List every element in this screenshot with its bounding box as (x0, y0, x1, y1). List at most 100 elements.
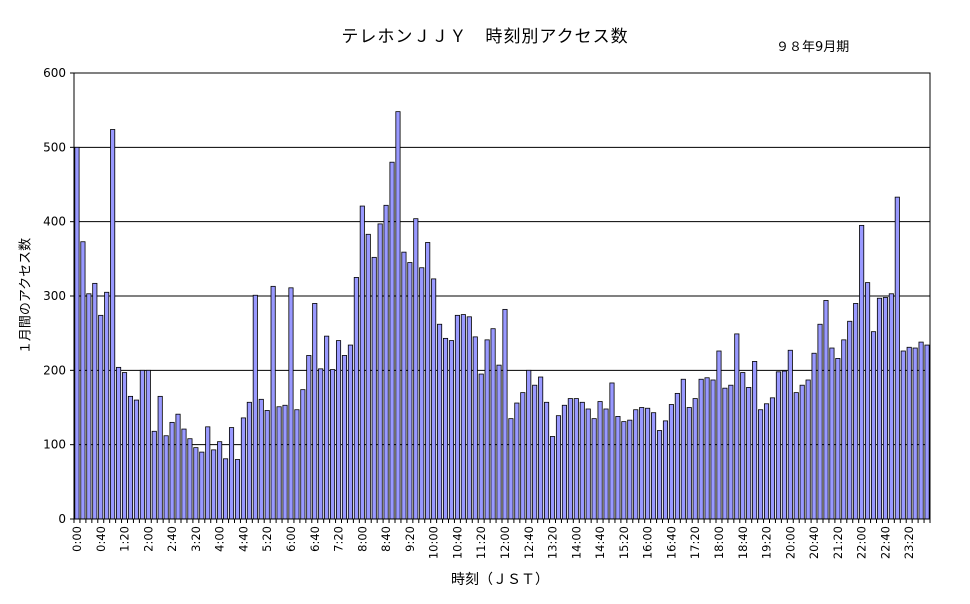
bar (181, 428, 187, 520)
bar (865, 282, 871, 520)
bar (573, 398, 579, 520)
x-tick-label: 19:20 (760, 526, 774, 559)
x-tick-label: 23:20 (902, 526, 916, 559)
bar (437, 323, 443, 520)
x-tick-label: 10:00 (427, 526, 441, 559)
bar (698, 378, 704, 520)
bar (561, 404, 567, 520)
bar (829, 347, 835, 520)
x-tick-labels: 0:00 0:40 1:20 2:00 2:40 3:20 4:00 4:40 5:20 6:00… (70, 526, 916, 559)
bar (841, 339, 847, 520)
x-tick-label: 9:20 (403, 526, 417, 552)
bar (425, 242, 431, 520)
bar (193, 447, 199, 520)
x-tick-label: 15:20 (617, 526, 631, 559)
bars (74, 111, 930, 520)
bar (538, 376, 544, 520)
bar (526, 369, 532, 520)
bar (157, 395, 163, 520)
bar (98, 314, 104, 520)
bar (217, 441, 223, 520)
bar (555, 415, 562, 520)
bar (324, 335, 330, 520)
bar (549, 436, 556, 520)
bar (924, 344, 930, 520)
bar (758, 409, 764, 520)
x-tick-label: 4:40 (236, 526, 250, 552)
x-tick-label: 18:00 (712, 526, 726, 559)
bar (740, 372, 746, 520)
bar (811, 352, 817, 520)
bar (163, 435, 169, 520)
y-tick-label: 600 (43, 66, 66, 80)
bar (591, 418, 597, 520)
bar (502, 308, 508, 520)
y-tick-label: 300 (43, 289, 66, 303)
x-tick-label: 2:00 (141, 526, 155, 552)
bar (199, 451, 205, 520)
y-tick-label: 0 (58, 512, 66, 526)
bar (341, 355, 348, 520)
x-tick-label: 22:40 (878, 526, 892, 559)
bar (579, 401, 585, 520)
y-axis-label: １月間のアクセス数 (18, 237, 34, 355)
bar (133, 399, 139, 520)
x-tick-label: 10:40 (450, 526, 464, 559)
bar (330, 369, 336, 520)
bar (728, 384, 734, 520)
bar (306, 355, 312, 520)
bar (347, 344, 353, 520)
bar (145, 369, 151, 520)
bar (805, 379, 811, 520)
bar (651, 412, 657, 520)
x-tick-label: 6:40 (308, 526, 322, 552)
bar (121, 372, 128, 520)
bar (734, 333, 740, 520)
x-tick-label: 12:40 (522, 526, 536, 559)
bar (633, 409, 639, 520)
x-tick-label: 13:20 (546, 526, 560, 559)
bar (793, 392, 799, 520)
bar (859, 224, 865, 520)
bar (127, 395, 134, 520)
bar (532, 384, 538, 520)
bar (472, 336, 478, 520)
x-tick-label: 7:20 (332, 526, 346, 552)
bar (270, 285, 276, 520)
bar (359, 205, 365, 520)
bar (799, 384, 805, 520)
bar (466, 316, 472, 520)
bar (597, 401, 603, 520)
bar (585, 408, 591, 520)
bar (234, 459, 241, 520)
y-tick-label: 200 (43, 363, 66, 377)
bar (407, 262, 413, 520)
bar (318, 368, 324, 520)
bar (151, 430, 157, 520)
bar (377, 223, 383, 520)
x-tick-label: 20:00 (783, 526, 797, 559)
bar (371, 256, 377, 520)
bar (139, 369, 145, 520)
bar (442, 337, 449, 520)
bar (413, 218, 419, 520)
y-tick-labels: 0 100 200 300 400 500 600 (43, 66, 66, 526)
bar (912, 347, 918, 520)
x-tick-label: 4:00 (213, 526, 227, 552)
x-axis-label: 時刻（ＪＳＴ） (451, 572, 549, 588)
bar (514, 402, 520, 520)
x-tick-label: 20:40 (807, 526, 821, 559)
bar (853, 303, 859, 520)
bar (86, 293, 92, 520)
bar (627, 419, 633, 520)
bar (567, 398, 573, 520)
bar (454, 314, 460, 520)
bar (870, 331, 877, 520)
bar (686, 407, 692, 520)
bar (460, 314, 466, 520)
x-tick-label: 5:20 (260, 526, 274, 552)
bar (389, 161, 395, 520)
x-tick-label: 16:40 (664, 526, 678, 559)
x-tick-label: 11:20 (474, 526, 488, 559)
